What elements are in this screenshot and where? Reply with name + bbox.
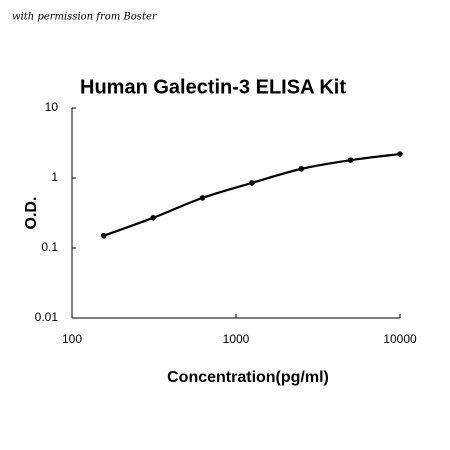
data-point: [397, 151, 403, 157]
x-tick-label: 1000: [223, 332, 250, 346]
data-point: [298, 166, 305, 172]
x-axis-label: Concentration(pg/ml): [167, 369, 329, 386]
y-tick-label: 0.1: [41, 240, 58, 254]
y-tick-label: 10: [45, 100, 59, 114]
y-tick-label: 0.01: [35, 310, 59, 324]
y-tick-label: 1: [51, 170, 58, 184]
data-point: [249, 180, 255, 186]
data-point: [347, 157, 354, 163]
data-point: [100, 232, 107, 239]
x-tick-label: 100: [62, 332, 82, 346]
chart-title: Human Galectin-3 ELISA Kit: [80, 76, 346, 98]
data-point: [150, 215, 156, 221]
y-axis-label: O.D.: [23, 197, 40, 230]
data-point: [199, 195, 206, 201]
x-tick-label: 10000: [383, 332, 417, 346]
curve: [103, 152, 401, 237]
watermark: with permission from Boster: [12, 12, 158, 23]
